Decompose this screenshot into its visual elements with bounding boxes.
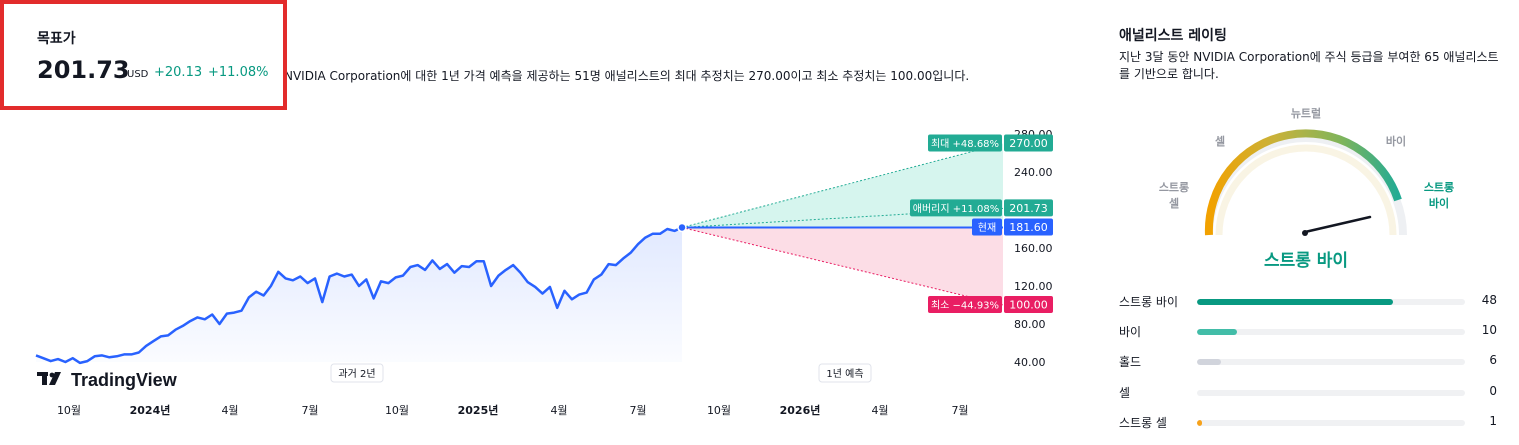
forecast-max-label-bg	[928, 134, 1002, 152]
rating-row-count: 0	[1489, 384, 1497, 398]
target-price-currency: USD	[127, 69, 149, 80]
rating-row-fill	[1197, 420, 1203, 426]
rating-row-track	[1197, 420, 1465, 426]
forecast-avg-value: 201.73	[1009, 202, 1048, 215]
rating-row-label: 셀	[1119, 386, 1131, 400]
forecast-description: NVIDIA Corporation에 대한 1년 가격 예측을 제공하는 51…	[284, 69, 970, 83]
rating-row-label: 스트롱 바이	[1119, 295, 1179, 309]
gauge-track	[1205, 134, 1407, 236]
analyst-rating-panel: 애널리스트 레이팅 지난 3달 동안 NVIDIA Corporation에 주…	[1119, 0, 1519, 445]
forecast-max-line	[681, 143, 1004, 228]
tradingview-logo[interactable]: TradingView	[37, 370, 178, 390]
x-tick-label: 7월	[629, 404, 646, 417]
gauge-label-neutral: 뉴트럴	[1291, 107, 1321, 120]
forecast-max-label: 최대 +48.68%	[931, 138, 999, 150]
gauge-needle-pivot	[1302, 230, 1308, 236]
rating-gauge: 스트롱 셀 셀 뉴트럴 바이 스트롱 바이 스트롱 바이	[1159, 107, 1454, 271]
forecast-avg-value-bg	[1004, 199, 1053, 217]
gauge-label-buy: 바이	[1386, 134, 1406, 148]
x-tick-label: 4월	[221, 404, 238, 417]
forecast-max-value-bg	[1004, 134, 1053, 152]
x-tick-label: 2025년	[458, 403, 499, 417]
forecast-current-label: 현재	[978, 222, 996, 234]
rating-row-track	[1197, 299, 1465, 305]
past-period-label: 과거 2년	[338, 368, 375, 380]
gauge-label-strong-buy-1: 스트롱	[1424, 181, 1454, 194]
rating-row-count: 48	[1481, 293, 1497, 307]
y-tick-label: 40.00	[1014, 356, 1046, 369]
rating-row-count: 1	[1489, 414, 1497, 428]
y-tick-label: 120.00	[1014, 280, 1053, 293]
x-tick-label: 4월	[871, 404, 888, 417]
y-tick-label: 80.00	[1014, 318, 1046, 331]
current-price-point	[677, 222, 687, 233]
target-price-card: 목표가 201.73 USD +20.13 +11.08%	[0, 0, 287, 110]
target-price-title: 목표가	[37, 31, 76, 47]
gauge-label-strong-sell-1: 스트롱	[1159, 181, 1189, 194]
rating-row-track	[1197, 359, 1465, 365]
forecast-min-line	[681, 226, 1004, 306]
gauge-label-strong-sell-2: 셀	[1169, 196, 1179, 210]
target-price-value: 201.73	[37, 56, 130, 84]
forecast-avg-line	[681, 207, 1004, 228]
rating-row-track	[1197, 329, 1465, 335]
x-tick-label: 10월	[707, 404, 731, 417]
x-tick-label: 2026년	[780, 403, 821, 417]
rating-row-label: 스트롱 셀	[1119, 416, 1167, 430]
forecast-current-label-bg	[972, 218, 1002, 236]
forecast-min-value: 100.00	[1009, 299, 1048, 312]
gauge-arc	[1204, 129, 1402, 236]
target-price-change-percent: +11.08%	[208, 65, 269, 80]
x-tick-label: 4월	[550, 404, 567, 417]
x-tick-label: 7월	[301, 404, 318, 417]
rating-row-fill	[1197, 329, 1238, 335]
rating-row-label: 바이	[1119, 325, 1142, 339]
gauge-label-strong-buy-2: 바이	[1429, 196, 1449, 210]
price-history-area	[36, 227, 682, 363]
rating-row-fill	[1197, 299, 1393, 305]
past-period-label-bg	[330, 363, 384, 383]
forecast-avg-label: 애버리지 +11.08%	[913, 203, 1000, 215]
rating-row-count: 10	[1481, 323, 1497, 337]
forecast-min-label: 최소 −44.93%	[931, 300, 999, 312]
rating-row-label: 홀드	[1119, 355, 1142, 369]
rating-row-track	[1197, 390, 1465, 396]
forecast-min-label-bg	[928, 296, 1002, 313]
forecast-max-value: 270.00	[1009, 137, 1048, 150]
price-history-line	[35, 226, 683, 365]
x-tick-label: 10월	[57, 404, 81, 417]
y-tick-label: 240.00	[1014, 166, 1053, 179]
rating-result: 스트롱 바이	[1264, 251, 1348, 271]
gauge-needle	[1303, 215, 1372, 234]
tradingview-logo-text: TradingView	[71, 370, 178, 390]
rating-row-count: 6	[1489, 353, 1497, 367]
gauge-label-sell: 셀	[1215, 134, 1225, 148]
x-tick-label: 7월	[951, 404, 968, 417]
analyst-rating-description: 지난 3달 동안 NVIDIA Corporation에 주식 등급을 부여한 …	[1119, 50, 1499, 81]
forecast-current-value-bg	[1004, 218, 1053, 236]
forecast-min-value-bg	[1004, 296, 1053, 313]
target-price-change: +20.13	[154, 65, 203, 80]
x-tick-label: 10월	[385, 404, 409, 417]
tradingview-logo-icon	[37, 372, 61, 385]
forecast-current-value: 181.60	[1009, 221, 1048, 234]
forecast-period-label-bg	[818, 363, 872, 383]
forecast-avg-label-bg	[910, 199, 1002, 217]
rating-row-fill	[1197, 359, 1222, 365]
y-tick-label: 160.00	[1014, 242, 1053, 255]
gauge-inner-arc	[1215, 144, 1397, 236]
forecast-period-label: 1년 예측	[826, 368, 863, 380]
analyst-rating-title: 애널리스트 레이팅	[1119, 28, 1227, 44]
x-tick-label: 2024년	[130, 403, 171, 417]
